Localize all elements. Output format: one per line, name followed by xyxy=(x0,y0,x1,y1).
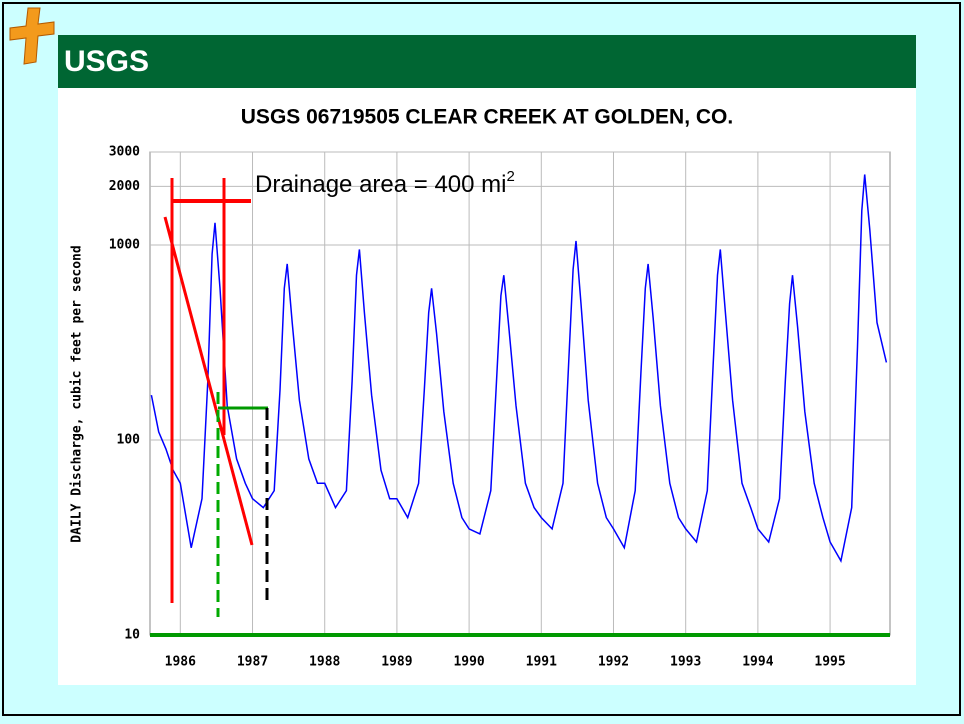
y-tick-label: 100 xyxy=(117,433,141,448)
logo-icon xyxy=(9,7,55,65)
data-line xyxy=(150,174,888,564)
red-line xyxy=(163,216,254,546)
annotation-sup: 2 xyxy=(506,168,514,185)
logo: USGS xyxy=(64,45,149,78)
y-tick-label: 10 xyxy=(124,628,140,643)
y-tick-label: 2000 xyxy=(109,179,140,194)
annotation-text: Drainage area = 400 mi xyxy=(255,171,506,198)
annotation: Drainage area = 400 mi2 xyxy=(255,168,515,198)
annotations: Drainage area = 400 mi2 xyxy=(163,168,515,617)
x-tick-label: 1995 xyxy=(814,655,845,670)
chart-title: USGS 06719505 CLEAR CREEK AT GOLDEN, CO. xyxy=(241,106,733,129)
x-tick-label: 1989 xyxy=(381,655,412,670)
x-tick-label: 1987 xyxy=(237,655,268,670)
x-tick-label: 1990 xyxy=(453,655,484,670)
x-tick-label: 1992 xyxy=(598,655,629,670)
x-tick-label: 1993 xyxy=(670,655,701,670)
x-tick-label: 1991 xyxy=(526,655,557,670)
x-tick-label: 1988 xyxy=(309,655,340,670)
plot-area xyxy=(149,151,891,636)
y-tick-label: 1000 xyxy=(109,238,140,253)
y-axis-label: DAILY Discharge, cubic feet per second xyxy=(70,245,85,542)
header-bar xyxy=(58,35,916,88)
y-tick-label: 3000 xyxy=(109,145,140,160)
x-tick-label: 1986 xyxy=(165,655,196,670)
plot: 10 100 1000 2000 3000 1986 1987 1988 1989 1990 199… xyxy=(109,145,891,670)
x-tick-label: 1994 xyxy=(742,655,773,670)
